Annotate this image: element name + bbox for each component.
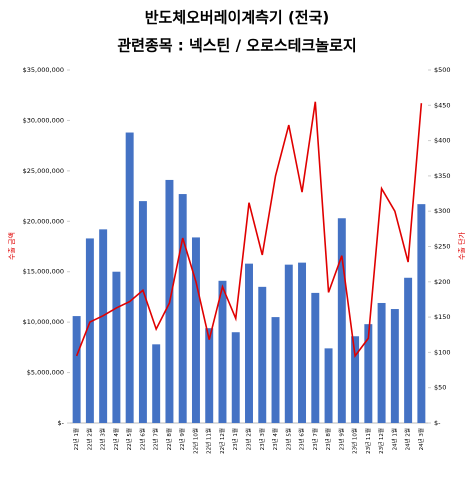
y-tick-label: $20,000,000 [23,217,64,225]
bar [178,194,187,423]
x-tick-label: 24년 2월 [404,428,412,450]
y2-tick-label: $250 [434,243,451,251]
bar [311,292,320,423]
y-axis-label: 수출 금액 [7,232,16,260]
y2-tick-label: $150 [434,313,451,321]
x-tick-label: 23년 12월 [377,428,385,454]
bar [138,201,147,423]
line [75,101,423,358]
bar [125,132,134,423]
x-tick-label: 22년 10월 [191,428,199,454]
bar [351,336,360,423]
x-tick-label: 22년 7월 [152,428,160,450]
x-tick-label: 22년 9월 [178,428,186,450]
x-tick-label: 23년 3월 [258,428,266,450]
x-tick-label: 23년 10월 [351,428,359,454]
y-tick-label: $15,000,000 [23,268,64,276]
x-tick-label: 22년 1월 [72,428,80,450]
x-tick-label: 22년 2월 [85,428,93,450]
bar [417,204,426,423]
x-tick-label: 22년 3월 [99,428,107,450]
y-tick-label: $- [58,419,65,427]
bar [404,277,413,423]
bar [205,328,214,423]
y2-tick-label: $500 [434,66,451,74]
y2-tick-label: $100 [434,348,451,356]
y-tick-label: $25,000,000 [23,167,64,175]
bar [284,264,293,423]
x-tick-label: 22년 8월 [165,428,173,450]
y-tick-label: $35,000,000 [23,66,64,74]
bar [377,302,386,423]
x-tick-label: 22년 6월 [138,428,146,450]
bar [245,263,253,423]
x-tick-label: 23년 1월 [231,428,239,450]
x-tick-label: 22년 12월 [218,428,226,454]
y-tick-label: $5,000,000 [27,369,64,377]
y2-tick-label: $350 [434,172,451,180]
y2-tick-label: $50 [434,384,446,392]
bar [324,348,333,423]
bar [337,218,346,423]
bar [191,237,200,423]
y2-tick-label: $450 [434,101,451,109]
x-tick-label: 23년 7월 [311,428,319,450]
x-tick-label: 23년 9월 [337,428,345,450]
x-tick-label: 23년 8월 [324,428,332,450]
x-tick-label: 22년 5월 [125,428,133,450]
x-tick-label: 22년 11월 [205,428,213,454]
bar [99,229,108,423]
bar [298,262,307,423]
x-tick-label: 23년 11월 [364,428,372,454]
bar [152,344,161,423]
bar [218,280,227,423]
x-tick-label: 23년 5월 [284,428,292,450]
bar [271,317,280,423]
chart-subtitle: 관련종목 : 넥스틴 / 오로스테크놀로지 [117,37,356,55]
y2-tick-label: $- [434,419,441,427]
x-tick-label: 23년 4월 [271,428,279,450]
bar [364,324,373,423]
x-tick-label: 24년 3월 [417,428,425,450]
bar [72,316,81,423]
x-tick-label: 24년 1월 [390,428,398,450]
bar [258,286,267,423]
bar [85,238,94,423]
y2-tick-label: $400 [434,137,451,145]
bar [112,271,121,423]
y-tick-label: $10,000,000 [23,318,64,326]
y2-tick-label: $200 [434,278,451,286]
x-tick-label: 23년 2월 [245,428,253,450]
y2-tick-label: $300 [434,207,451,215]
bar [231,332,240,423]
y-tick-label: $30,000,000 [23,116,64,124]
bar [390,309,399,423]
y2-axis-label: 수출 단가 [457,231,466,260]
chart-title: 반도체오버레이계측기 (전국) [145,9,330,27]
x-tick-label: 23년 6월 [298,428,306,450]
x-tick-label: 22년 4월 [112,428,120,450]
